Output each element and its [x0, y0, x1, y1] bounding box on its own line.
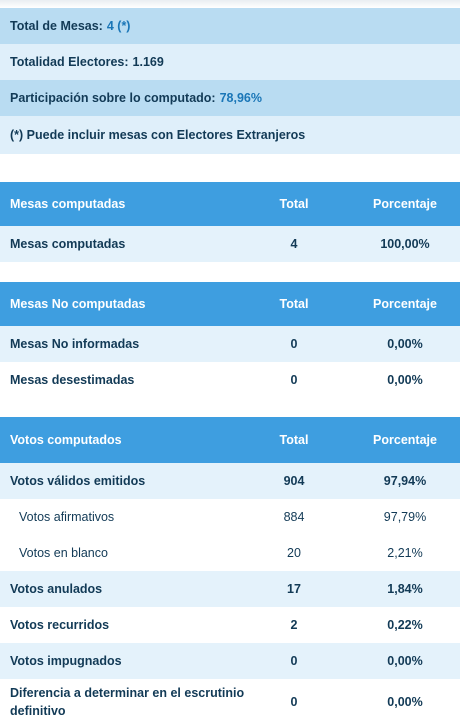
col-header-porcentaje: Porcentaje: [340, 417, 460, 463]
row-label: Votos recurridos: [0, 607, 248, 643]
row-total: 0: [248, 679, 340, 725]
row-total: 20: [248, 535, 340, 571]
participacion-label: Participación sobre lo computado:: [10, 91, 216, 105]
row-label: Diferencia a determinar en el escrutinio…: [0, 679, 248, 725]
totalidad-electores-label: Totalidad Electores:: [10, 55, 129, 69]
summary-panel: Total de Mesas: 4 (*) Totalidad Electore…: [0, 8, 460, 154]
row-label: Mesas desestimadas: [0, 362, 248, 398]
table-header-row: Mesas computadas Total Porcentaje: [0, 182, 460, 226]
row-porcentaje: 0,00%: [340, 643, 460, 679]
row-total: 0: [248, 326, 340, 362]
table-row: Mesas computadas 4 100,00%: [0, 226, 460, 262]
row-porcentaje: 0,22%: [340, 607, 460, 643]
row-porcentaje: 1,84%: [340, 571, 460, 607]
col-header-total: Total: [248, 182, 340, 226]
row-label: Votos en blanco: [0, 535, 248, 571]
footnote-text: (*) Puede incluir mesas con Electores Ex…: [10, 128, 306, 142]
col-header-total: Total: [248, 282, 340, 326]
row-total: 0: [248, 643, 340, 679]
row-porcentaje: 97,94%: [340, 463, 460, 499]
participacion-row: Participación sobre lo computado: 78,96%: [0, 80, 460, 116]
table-row: Votos impugnados 0 0,00%: [0, 643, 460, 679]
table-row: Votos válidos emitidos 904 97,94%: [0, 463, 460, 499]
table-row: Votos afirmativos 884 97,79%: [0, 499, 460, 535]
row-total: 0: [248, 362, 340, 398]
col-header-category: Mesas computadas: [0, 182, 248, 226]
table-row: Diferencia a determinar en el escrutinio…: [0, 679, 460, 725]
table-row: Votos en blanco 20 2,21%: [0, 535, 460, 571]
table-row: Mesas desestimadas 0 0,00%: [0, 362, 460, 398]
row-porcentaje: 2,21%: [340, 535, 460, 571]
row-total: 2: [248, 607, 340, 643]
top-shadow: [0, 0, 460, 8]
mesas-no-computadas-table: Mesas No computadas Total Porcentaje Mes…: [0, 282, 460, 398]
row-label: Votos impugnados: [0, 643, 248, 679]
row-total: 904: [248, 463, 340, 499]
row-label: Mesas computadas: [0, 226, 248, 262]
col-header-porcentaje: Porcentaje: [340, 282, 460, 326]
participacion-value: 78,96%: [219, 91, 262, 105]
row-porcentaje: 0,00%: [340, 326, 460, 362]
votos-computados-table: Votos computados Total Porcentaje Votos …: [0, 417, 460, 725]
row-porcentaje: 0,00%: [340, 679, 460, 725]
footnote-row: (*) Puede incluir mesas con Electores Ex…: [0, 116, 460, 154]
row-label: Votos afirmativos: [0, 499, 248, 535]
row-label: Mesas No informadas: [0, 326, 248, 362]
table-header-row: Mesas No computadas Total Porcentaje: [0, 282, 460, 326]
row-porcentaje: 97,79%: [340, 499, 460, 535]
table-header-row: Votos computados Total Porcentaje: [0, 417, 460, 463]
col-header-porcentaje: Porcentaje: [340, 182, 460, 226]
totalidad-electores-row: Totalidad Electores: 1.169: [0, 44, 460, 80]
table-row: Mesas No informadas 0 0,00%: [0, 326, 460, 362]
row-porcentaje: 100,00%: [340, 226, 460, 262]
col-header-total: Total: [248, 417, 340, 463]
totalidad-electores-value: 1.169: [132, 55, 164, 69]
total-mesas-value: 4 (*): [106, 19, 131, 33]
row-total: 4: [248, 226, 340, 262]
col-header-category: Mesas No computadas: [0, 282, 248, 326]
total-mesas-row: Total de Mesas: 4 (*): [0, 8, 460, 44]
row-label: Votos anulados: [0, 571, 248, 607]
row-porcentaje: 0,00%: [340, 362, 460, 398]
col-header-category: Votos computados: [0, 417, 248, 463]
row-label: Votos válidos emitidos: [0, 463, 248, 499]
row-total: 884: [248, 499, 340, 535]
mesas-computadas-table: Mesas computadas Total Porcentaje Mesas …: [0, 182, 460, 262]
table-row: Votos recurridos 2 0,22%: [0, 607, 460, 643]
row-total: 17: [248, 571, 340, 607]
table-row: Votos anulados 17 1,84%: [0, 571, 460, 607]
total-mesas-label: Total de Mesas:: [10, 19, 103, 33]
